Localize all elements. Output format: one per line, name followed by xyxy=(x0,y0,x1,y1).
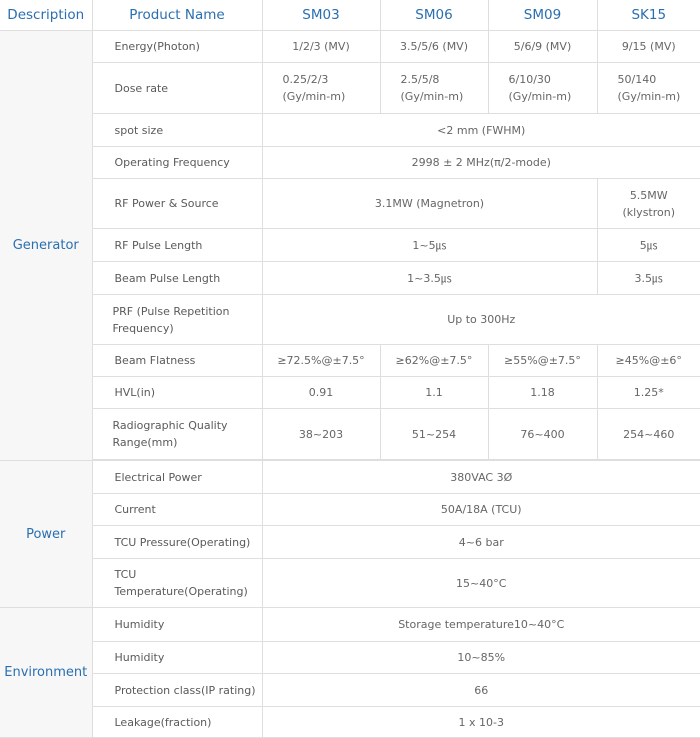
row-label: Dose rate xyxy=(91,62,263,114)
cell: 50A/18A (TCU) xyxy=(261,493,700,526)
cell: 1~3.5㎲ xyxy=(261,261,598,295)
model-sm06: SM06 xyxy=(379,0,489,31)
unit: (Gy/min-m) xyxy=(508,90,572,103)
cell: 380VAC 3Ø xyxy=(261,460,700,494)
row-label: HVL(in) xyxy=(91,376,263,409)
cell: 5㎲ xyxy=(596,228,700,262)
cell: 0.91 xyxy=(261,376,381,409)
model-sm03: SM03 xyxy=(261,0,381,31)
row-label: Operating Frequency xyxy=(91,146,263,179)
header-row: Description Product Name SM03 SM06 SM09 … xyxy=(0,0,700,31)
row-label: Radiographic Quality Range(mm) xyxy=(91,408,263,460)
row-label: Beam Pulse Length xyxy=(91,261,263,295)
cell: 76~400 xyxy=(487,408,598,460)
cell: Storage temperature10~40°C xyxy=(261,607,700,642)
row-label: TCU Pressure(Operating) xyxy=(91,525,263,559)
cell: 1/2/3 (MV) xyxy=(261,30,381,63)
model-sm09: SM09 xyxy=(487,0,598,31)
cell: 38~203 xyxy=(261,408,381,460)
row-label: PRF (Pulse Repetition Frequency) xyxy=(91,294,263,345)
cell: 6/10/30 (Gy/min-m) xyxy=(487,62,598,114)
cell: Up to 300Hz xyxy=(261,294,700,345)
cell: 3.5/5/6 (MV) xyxy=(379,30,489,63)
table-row: Operating Frequency 2998 ± 2 MHz(π/2-mod… xyxy=(0,146,700,179)
table-row: Dose rate 0.25/2/3 (Gy/min-m) 2.5/5/8 (Gy/… xyxy=(0,62,700,114)
cell: 10~85% xyxy=(261,641,700,674)
section-generator: Generator xyxy=(0,30,93,461)
row-label: Leakage(fraction) xyxy=(91,706,263,738)
table-row: RF Power & Source 3.1MW (Magnetron) 5.5M… xyxy=(0,178,700,229)
row-label: TCU Temperature(Operating) xyxy=(91,558,263,608)
row-label: Current xyxy=(91,493,263,526)
section-power: Power xyxy=(0,460,93,608)
section-environment: Environment xyxy=(0,607,93,738)
row-label: Electrical Power xyxy=(91,460,263,494)
cell: 66 xyxy=(261,673,700,707)
unit: (Gy/min-m) xyxy=(400,90,464,103)
cell: 3.5㎲ xyxy=(596,261,700,295)
cell: 1 x 10-3 xyxy=(261,706,700,738)
table-row: Beam Pulse Length 1~3.5㎲ 3.5㎲ xyxy=(0,261,700,295)
value: (klystron) xyxy=(622,205,676,219)
table-row: Beam Flatness ≥72.5%@±7.5° ≥62%@±7.5° ≥5… xyxy=(0,344,700,377)
cell: 4~6 bar xyxy=(261,525,700,559)
table-row: Environment Humidity Storage temperature… xyxy=(0,607,700,738)
cell: <2 mm (FWHM) xyxy=(261,113,700,147)
row-label: RF Power & Source xyxy=(91,178,263,229)
value: 0.25/2/3 xyxy=(282,73,329,86)
row-label: Humidity xyxy=(91,607,263,642)
row-label: Energy(Photon) xyxy=(91,30,263,63)
table-row: Leakage(fraction) 1 x 10-3 xyxy=(0,706,700,738)
cell: 3.1MW (Magnetron) xyxy=(261,178,598,229)
value: 6/10/30 xyxy=(508,73,551,86)
row-label: Humidity xyxy=(91,641,263,674)
table-row: HVL(in) 0.91 1.1 1.18 1.25* xyxy=(0,376,700,409)
cell: ≥72.5%@±7.5° xyxy=(261,344,381,377)
table-row: TCU Pressure(Operating) 4~6 bar xyxy=(0,525,700,559)
cell: 2.5/5/8 (Gy/min-m) xyxy=(379,62,489,114)
table-row: PRF (Pulse Repetition Frequency) Up to 3… xyxy=(0,294,700,345)
cell: ≥45%@±6° xyxy=(596,344,700,377)
cell: 9/15 (MV) xyxy=(596,30,700,63)
table-row: TCU Temperature(Operating) 15~40°C xyxy=(0,558,700,608)
cell: 15~40°C xyxy=(261,558,700,608)
cell: 2998 ± 2 MHz(π/2-mode) xyxy=(261,146,700,179)
cell: 51~254 xyxy=(379,408,489,460)
value: 2.5/5/8 xyxy=(400,73,440,86)
cell: ≥55%@±7.5° xyxy=(487,344,598,377)
table-row: Humidity 10~85% xyxy=(0,641,700,674)
row-label: RF Pulse Length xyxy=(91,228,263,262)
table-row: RF Pulse Length 1~5㎲ 5㎲ xyxy=(0,228,700,262)
table-row: Protection class(IP rating) 66 xyxy=(0,673,700,707)
unit: (Gy/min-m) xyxy=(282,90,346,103)
cell: 50/140 (Gy/min-m) xyxy=(596,62,700,114)
table-row: Generator Energy(Photon) 1/2/3 (MV) 3.5/… xyxy=(0,30,700,461)
cell: 5/6/9 (MV) xyxy=(487,30,598,63)
cell: 1.1 xyxy=(379,376,489,409)
unit: (Gy/min-m) xyxy=(617,90,681,103)
model-sk15: SK15 xyxy=(596,0,700,31)
cell: 1.25* xyxy=(596,376,700,409)
table-row: Current 50A/18A (TCU) xyxy=(0,493,700,526)
row-label: Beam Flatness xyxy=(91,344,263,377)
cell: 0.25/2/3 (Gy/min-m) xyxy=(261,62,381,114)
description-header: Description xyxy=(0,0,93,31)
value: 5.5MW xyxy=(629,188,668,202)
table-row: Power Electrical Power 380VAC 3Ø xyxy=(0,460,700,608)
row-label: spot size xyxy=(91,113,263,147)
table-row: Radiographic Quality Range(mm) 38~203 51… xyxy=(0,408,700,460)
cell: 1~5㎲ xyxy=(261,228,598,262)
row-label: Protection class(IP rating) xyxy=(91,673,263,707)
value: 50/140 xyxy=(617,73,657,86)
table-row: spot size <2 mm (FWHM) xyxy=(0,113,700,147)
cell: 1.18 xyxy=(487,376,598,409)
cell: 5.5MW (klystron) xyxy=(596,178,700,229)
cell: ≥62%@±7.5° xyxy=(379,344,489,377)
product-name-header: Product Name xyxy=(91,0,263,31)
cell: 254~460 xyxy=(596,408,700,460)
